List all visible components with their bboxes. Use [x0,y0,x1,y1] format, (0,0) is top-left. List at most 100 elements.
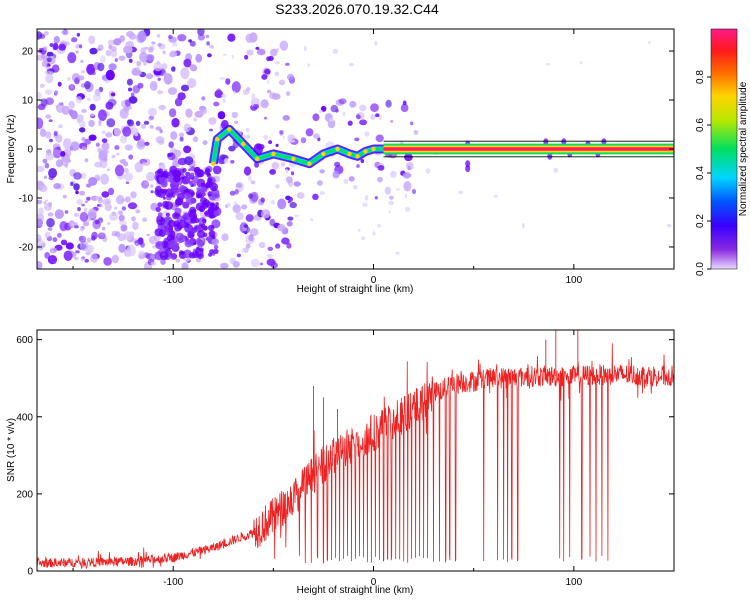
ridge-hotspot [321,151,326,157]
spectral-blob [259,262,264,266]
spectral-blob [214,193,220,199]
spectral-blob [285,91,291,96]
ridge-hotspot [211,161,216,166]
spectral-blob [87,208,97,219]
spectral-blob [94,161,102,168]
spectral-blob [156,34,161,38]
spectral-blob [307,63,310,67]
spectral-blob [157,189,167,198]
spectral-blob [43,175,47,179]
spectral-blob [126,30,134,38]
spectral-blob [293,181,301,187]
spectral-blob [226,203,232,207]
spectral-blob [390,170,397,178]
spectral-blob [149,125,154,129]
spectral-blob [327,118,336,129]
snr-series-line [37,343,674,569]
spectral-blob [245,87,251,92]
spectral-blob [55,159,64,168]
spectral-blob [181,251,186,255]
spectral-blob [465,165,471,173]
colorbar-tick-label: 0.8 [695,70,706,84]
ridge-hotspot [255,156,260,161]
spectral-blob [75,190,79,195]
spectral-blob [404,193,408,199]
spectral-blob [277,224,286,232]
spectral-blob [171,66,176,72]
spectral-blob [76,32,81,37]
spectral-blob [172,160,180,167]
spectrogram-ylabel: Frequency (Hz) [6,115,17,184]
spectral-blob [279,130,284,135]
spectral-blob [384,186,391,195]
spectral-blob [180,67,190,80]
spectral-blob [124,196,131,203]
spectral-blob [224,158,229,164]
spectral-blob [232,260,240,268]
spectral-blob [65,41,70,46]
spectral-blob [171,117,180,128]
spectral-blob [54,209,64,220]
spectral-blob [370,114,376,120]
spectral-blob [49,138,53,143]
spectral-blob [402,100,407,106]
spectral-blob [76,198,83,205]
ridge-hotspot [347,151,352,157]
spectral-blob [182,168,187,173]
spectral-blob [222,53,228,56]
spectral-blob [402,172,412,179]
spectral-blob [332,170,340,179]
y-tick-label: 200 [16,489,33,500]
spectral-blob [358,228,361,232]
spectral-blob [260,209,271,219]
spectral-blob [75,44,81,49]
spectral-blob [206,41,210,46]
spectral-blob [250,180,256,185]
spectral-blob [151,41,156,45]
spectral-blob [287,73,294,81]
spectral-blob [189,252,196,259]
spectral-blob [162,72,170,78]
spectral-blob [84,258,89,263]
spectral-blob [174,97,183,107]
spectral-blob [221,233,229,242]
spectral-blob [352,184,358,190]
spectral-blob [120,134,128,144]
spectral-blob [300,137,307,144]
spectral-blob [77,75,85,81]
colorbar-tick-label: 0.4 [695,166,706,180]
spectral-blob [266,56,271,62]
spectral-blob [177,34,187,42]
spectral-blob [356,164,360,168]
snr-ylabel: SNR (10 * v/v) [6,418,17,482]
spectral-blob [185,196,195,205]
spectral-blob [171,186,180,194]
spectral-blob [413,130,419,135]
spectral-blob [521,222,525,229]
spectral-blob [37,165,45,173]
spectral-blob [37,233,42,243]
snr-frame [36,329,675,572]
spectral-blob [86,196,91,201]
spectral-blob [263,134,269,141]
spectral-blob [179,219,186,226]
spectral-blob [275,184,280,189]
spectral-blob [52,146,62,159]
spectral-blob [137,30,147,43]
spectral-blob [140,124,147,129]
spectral-blob [165,212,170,217]
spectral-blob [271,161,280,170]
y-tick-label: 10 [22,96,34,107]
spectral-blob [79,211,89,222]
spectral-blob [136,69,142,76]
snr-xlabel: Height of straight line (km) [297,585,414,596]
ridge-hotspot [291,156,296,161]
spectral-blob [48,175,54,181]
spectral-blob [255,46,260,50]
spectral-blob [374,40,378,46]
spectral-blob [236,253,241,258]
spectral-blob [191,227,198,234]
spectral-blob [107,222,111,225]
spectral-blob [64,210,69,214]
spectral-blob [63,250,73,261]
